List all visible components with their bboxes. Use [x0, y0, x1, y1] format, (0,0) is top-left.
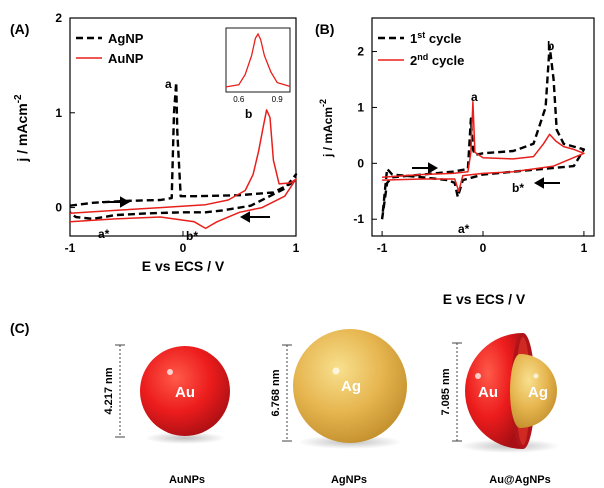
arrow-forward-head — [120, 196, 131, 208]
legend-cycle2-base: 2 — [410, 53, 417, 68]
series-agnp — [69, 81, 298, 221]
sphere-core-ag-highlight — [533, 373, 539, 379]
panel-a-ticks: -1 0 1 0 1 2 — [55, 11, 299, 255]
xtick-label: 0 — [480, 241, 487, 255]
sphere-core-shell-size: 7.085 nm — [440, 368, 452, 415]
ytick-label: 0 — [55, 201, 62, 215]
ytick-label: 0 — [357, 156, 364, 170]
annotation-b-b-star: b* — [512, 181, 524, 195]
annotation-b-a: a — [471, 90, 478, 104]
panel-b-legend: 1st cycle 2nd cycle — [378, 30, 464, 68]
series-aunp — [69, 109, 297, 230]
inset-frame — [225, 27, 291, 93]
sphere-au-highlight — [167, 369, 173, 375]
panel-a-ylabel-base: j / mAcm — [14, 103, 30, 162]
sphere-ag-highlight — [332, 367, 340, 375]
ytick-label: 1 — [357, 100, 364, 114]
sphere-au: Au 4.217 nm AuNPs — [103, 344, 230, 486]
legend-cycle2-rest: cycle — [428, 53, 464, 68]
panel-a: (A) -1 0 1 0 1 2 AgNP AuNP 0.6 0.9 a b a* b* — [10, 11, 300, 274]
legend-aunp-label: AuNP — [108, 51, 144, 66]
sphere-au-body — [140, 346, 230, 436]
inset-series: 0.6 0.9 — [225, 32, 291, 104]
sphere-ag: Ag 6.768 nm AgNPs — [270, 329, 407, 486]
annotation-b: b — [245, 107, 252, 121]
xtick-label: -1 — [377, 241, 388, 255]
panel-a-inset: 0.6 0.9 — [225, 27, 291, 104]
series-1st-cycle — [380, 44, 586, 220]
legend-cycle1-base: 1 — [410, 31, 417, 46]
sphere-au-label: Au — [175, 384, 195, 401]
sphere-au-caption: AuNPs — [169, 474, 205, 486]
panel-a-legend: AgNP AuNP — [76, 31, 144, 66]
xtick-label: 1 — [581, 241, 588, 255]
panel-b-ticks: -1 0 1 -1 0 1 2 — [353, 45, 587, 255]
sphere-au-shadow — [145, 432, 225, 444]
panel-a-xlabel: E vs ECS / V — [142, 258, 225, 274]
sphere-core-shell-highlight — [475, 373, 481, 379]
panel-b-ylabel: j / mAcm-2 — [318, 99, 335, 158]
sphere-ag-body — [293, 329, 407, 443]
legend-cycle1-label: 1st cycle — [410, 30, 461, 46]
sphere-core-ag — [510, 354, 557, 428]
annotation-b-a-star: a* — [458, 222, 470, 236]
xtick-label: 1 — [293, 241, 300, 255]
panel-b-ylabel-sup: -2 — [318, 99, 328, 107]
panel-a-ylabel: j / mAcm-2 — [13, 94, 30, 163]
svg-text:j / mAcm-2: j / mAcm-2 — [13, 94, 30, 163]
ytick-label: 2 — [55, 11, 62, 25]
sphere-shell-half — [465, 333, 523, 449]
annotation-a: a — [165, 77, 172, 91]
panel-a-ylabel-sup: -2 — [13, 94, 24, 103]
series-2nd-cycle — [382, 101, 585, 193]
panel-b-frame — [371, 17, 595, 237]
arrow-b-forward-head — [428, 162, 439, 174]
legend-cycle2-label: 2nd cycle — [410, 52, 464, 68]
panel-a-series — [69, 81, 298, 230]
inset-xtick-label: 0.9 — [272, 95, 284, 104]
sphere-ag-label: Ag — [341, 378, 361, 395]
arrow-b-backward-head — [533, 177, 544, 189]
legend-cycle1-sup: st — [417, 30, 425, 40]
panel-b-label: (B) — [315, 21, 334, 37]
sphere-core-shell-caption: Au@AgNPs — [489, 474, 550, 486]
panel-b-series — [380, 44, 586, 220]
xtick-label: -1 — [65, 241, 76, 255]
inset-xtick-label: 0.6 — [233, 95, 245, 104]
xtick-label: 0 — [180, 241, 187, 255]
legend-cycle1-rest: cycle — [425, 31, 461, 46]
annotation-b-b: b — [547, 39, 554, 53]
panel-c: (C) Au 4.217 nm AuNPs Ag 6.768 nm AgNPs — [10, 320, 560, 486]
sphere-au-size: 4.217 nm — [103, 367, 115, 414]
ytick-label: 1 — [55, 106, 62, 120]
sphere-ag-caption: AgNPs — [331, 474, 367, 486]
panel-b-xlabel: E vs ECS / V — [443, 291, 526, 307]
panel-b-ylabel-base: j / mAcm — [321, 107, 335, 158]
ytick-label: 2 — [357, 45, 364, 59]
panel-a-label: (A) — [10, 21, 29, 37]
annotation-b-star: b* — [186, 229, 198, 243]
sphere-core-shell: Au Ag 7.085 nm Au@AgNPs — [440, 333, 560, 486]
sphere-core-au-label: Au — [478, 384, 498, 401]
ytick-label: -1 — [353, 212, 364, 226]
panel-a-arrows — [102, 196, 270, 223]
legend-cycle2-sup: nd — [417, 52, 428, 62]
annotation-a-star: a* — [98, 227, 110, 241]
svg-text:j / mAcm-2: j / mAcm-2 — [318, 99, 335, 158]
legend-agnp-label: AgNP — [108, 31, 144, 46]
arrow-backward-head — [239, 211, 250, 223]
sphere-ag-size: 6.768 nm — [270, 369, 282, 416]
panel-c-label: (C) — [10, 320, 29, 336]
sphere-core-ag-label: Ag — [528, 384, 548, 401]
panel-b-arrows — [412, 162, 560, 189]
inset-line — [225, 32, 291, 88]
